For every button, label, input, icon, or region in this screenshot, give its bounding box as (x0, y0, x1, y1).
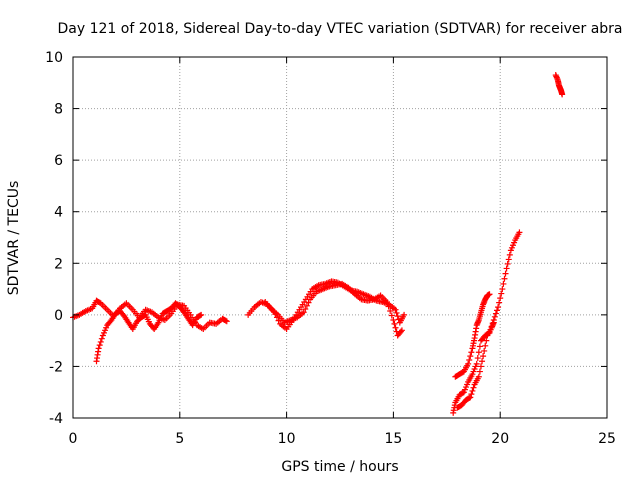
y-tick-label: -2 (49, 359, 63, 375)
data-point (516, 229, 523, 236)
data-point (475, 373, 482, 380)
plot-frame (72, 56, 608, 419)
axes: 0 5 10 15 20 25 -4 -2 0 2 4 6 8 10 (45, 50, 616, 447)
data-point (387, 307, 394, 314)
y-tick-label: 2 (54, 256, 63, 272)
data-point (398, 327, 405, 334)
data-point (476, 343, 483, 350)
data-point (305, 299, 312, 306)
data-point (222, 317, 229, 324)
data-point (95, 345, 102, 352)
grid (73, 57, 607, 418)
x-axis-label: GPS time / hours (281, 459, 398, 475)
data-point (468, 349, 475, 356)
data-point (479, 358, 486, 365)
data-point (97, 338, 104, 345)
data-point (505, 256, 512, 263)
series-curve-g (454, 319, 497, 411)
data-point (96, 342, 103, 349)
data-point (466, 395, 473, 402)
data-point (502, 270, 509, 277)
data-point (470, 384, 477, 391)
data-point (393, 309, 400, 316)
data-point (300, 309, 307, 316)
data-point (223, 318, 230, 325)
data-point (302, 306, 309, 313)
data-point (482, 342, 489, 349)
data-point (481, 347, 488, 354)
data-point (459, 389, 466, 396)
data-point (303, 302, 310, 309)
data-point (480, 353, 487, 360)
data-point (501, 275, 508, 282)
data-point (401, 311, 408, 318)
data-point (197, 312, 204, 319)
series-curve-h (552, 72, 566, 98)
x-tick-label: 15 (384, 431, 402, 447)
y-tick-label: -4 (49, 411, 63, 427)
data-point (500, 280, 507, 287)
data-point (473, 360, 480, 367)
data-point (391, 320, 398, 327)
data-points (70, 72, 566, 416)
x-tick-label: 0 (69, 431, 78, 447)
data-point (469, 387, 476, 394)
y-tick-label: 8 (54, 102, 63, 118)
series-curve-b (93, 300, 205, 365)
y-tick-label: 0 (54, 308, 63, 324)
data-point (198, 311, 205, 318)
x-tick-label: 25 (598, 431, 616, 447)
data-point (467, 394, 474, 401)
data-point (383, 298, 390, 305)
data-point (504, 260, 511, 267)
series-curve-d (262, 280, 405, 339)
chart-title: Day 121 of 2018, Sidereal Day-to-day VTE… (57, 21, 622, 37)
data-point (493, 307, 500, 314)
x-tick-label: 10 (278, 431, 296, 447)
data-point (503, 265, 510, 272)
data-point (559, 91, 566, 98)
data-point (476, 368, 483, 375)
data-point (466, 356, 473, 363)
x-tick-label: 20 (491, 431, 509, 447)
data-point (394, 313, 401, 320)
data-point (483, 337, 490, 344)
data-point (492, 310, 499, 317)
data-point (491, 313, 498, 320)
data-point (388, 312, 395, 319)
data-point (98, 335, 105, 342)
data-point (392, 306, 399, 313)
data-point (495, 304, 502, 311)
y-tick-label: 6 (54, 153, 63, 169)
data-point (385, 303, 392, 310)
data-point (397, 328, 404, 335)
data-point (467, 353, 474, 360)
y-tick-label: 4 (54, 205, 63, 221)
data-point (498, 290, 505, 297)
data-point (475, 349, 482, 356)
data-point (392, 324, 399, 331)
data-point (486, 291, 493, 298)
data-point (496, 299, 503, 306)
data-point (390, 317, 397, 324)
data-point (468, 391, 475, 398)
data-point (474, 355, 481, 362)
series-curve-f (452, 291, 493, 380)
data-point (490, 319, 497, 326)
data-point (465, 360, 472, 367)
series-curve-e (450, 229, 523, 416)
y-tick-label: 10 (45, 50, 63, 66)
data-point (477, 363, 484, 370)
data-point (497, 295, 504, 302)
data-point (506, 251, 513, 258)
x-tick-label: 5 (175, 431, 184, 447)
data-point (499, 286, 506, 293)
y-axis-label: SDTVAR / TECUs (6, 181, 22, 296)
